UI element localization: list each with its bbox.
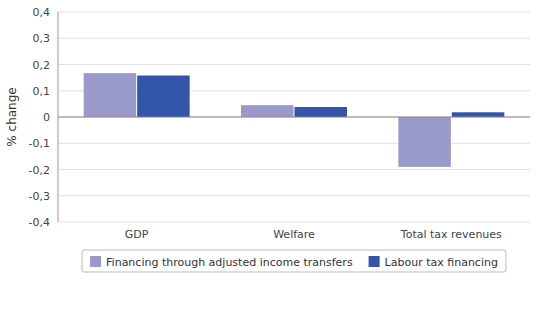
grid-line — [58, 64, 530, 65]
chart-svg: -0,4 -0,3 -0,2 -0,1 0 0,1 0,2 0,3 0,4 % change GDP… — [0, 0, 544, 310]
legend: Financing through adjusted income transf… — [82, 250, 506, 272]
bar — [241, 105, 293, 117]
grid-line — [58, 143, 530, 144]
x-tick-labels: GDP Welfare Total tax revenues — [125, 228, 502, 241]
bars — [84, 73, 505, 167]
y-tick-labels: -0,4 -0,3 -0,2 -0,1 0 0,1 0,2 0,3 0,4 — [29, 6, 50, 229]
bar — [84, 73, 136, 117]
y-tick-label: -0,3 — [29, 190, 50, 203]
y-tick-label: -0,2 — [29, 164, 50, 177]
legend-label: Financing through adjusted income transf… — [106, 256, 353, 269]
grid-line — [58, 222, 530, 223]
grid-line — [58, 12, 530, 13]
legend-swatch — [369, 256, 380, 267]
y-tick-label: 0,2 — [33, 59, 51, 72]
bar — [137, 76, 189, 117]
y-tick-label: 0 — [43, 111, 50, 124]
bar — [398, 117, 450, 167]
legend-label: Labour tax financing — [385, 256, 498, 269]
bar — [295, 107, 347, 117]
grid-line — [58, 38, 530, 39]
grid-line — [58, 117, 530, 118]
y-tick-label: 0,4 — [33, 6, 51, 19]
x-tick-label: Total tax revenues — [400, 228, 502, 241]
zero-line — [58, 117, 530, 118]
y-grid — [58, 12, 530, 222]
bar — [452, 112, 504, 117]
grid-line — [58, 169, 530, 170]
x-tick-label: Welfare — [273, 228, 315, 241]
grid-line — [58, 195, 530, 196]
y-axis-label: % change — [5, 87, 19, 146]
legend-swatch — [90, 256, 101, 267]
chart-container: -0,4 -0,3 -0,2 -0,1 0 0,1 0,2 0,3 0,4 % change GDP… — [0, 0, 544, 310]
legend-box — [82, 250, 506, 272]
y-tick-label: -0,1 — [29, 137, 50, 150]
y-tick-label: 0,1 — [33, 85, 51, 98]
y-tick-label: 0,3 — [33, 32, 51, 45]
x-tick-label: GDP — [125, 228, 149, 241]
y-tick-label: -0,4 — [29, 216, 50, 229]
